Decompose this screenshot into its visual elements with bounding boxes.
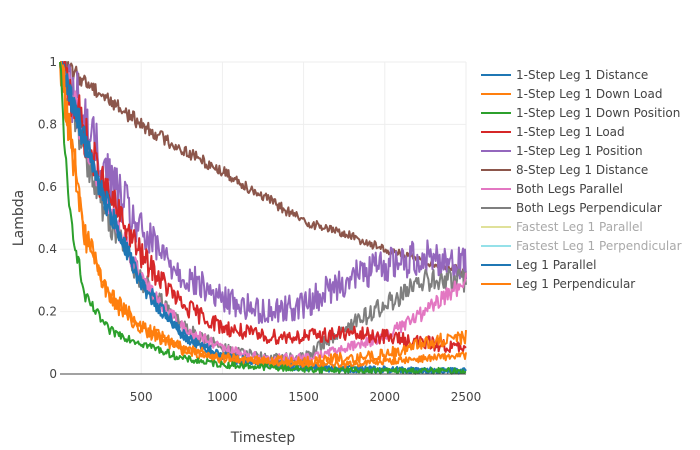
y-tick-label: 0 bbox=[49, 367, 57, 381]
legend-item[interactable]: 1-Step Leg 1 Down Load bbox=[481, 87, 662, 101]
legend-item[interactable]: Fastest Leg 1 Parallel bbox=[481, 220, 643, 234]
legend-item[interactable]: Both Legs Parallel bbox=[481, 182, 623, 196]
legend-label: Both Legs Perpendicular bbox=[516, 201, 662, 215]
x-axis-title: Timestep bbox=[230, 430, 296, 446]
series-line bbox=[59, 61, 467, 375]
legend-item[interactable]: 1-Step Leg 1 Load bbox=[481, 125, 625, 139]
y-tick-label: 0.6 bbox=[38, 180, 57, 194]
legend-item[interactable]: Both Legs Perpendicular bbox=[481, 201, 662, 215]
legend-item[interactable]: Leg 1 Perpendicular bbox=[481, 277, 635, 291]
legend-label: 1-Step Leg 1 Down Load bbox=[516, 87, 662, 101]
legend-item[interactable]: Fastest Leg 1 Perpendicular bbox=[481, 239, 682, 253]
x-tick-label: 2000 bbox=[370, 390, 401, 404]
series-line bbox=[59, 61, 467, 275]
axes: 500 1000 1500 2000 2500 0 0.2 0.4 0.6 0.8 1 bbox=[38, 55, 481, 404]
legend-item[interactable]: 1-Step Leg 1 Position bbox=[481, 144, 643, 158]
x-tick-label: 1500 bbox=[288, 390, 319, 404]
legend-label: Both Legs Parallel bbox=[516, 182, 623, 196]
legend[interactable]: 1-Step Leg 1 Distance 1-Step Leg 1 Down L… bbox=[481, 68, 682, 291]
x-tick-label: 1000 bbox=[207, 390, 238, 404]
legend-item[interactable]: 1-Step Leg 1 Down Position bbox=[481, 106, 680, 120]
series-line bbox=[60, 61, 467, 353]
legend-item[interactable]: Leg 1 Parallel bbox=[481, 258, 596, 272]
legend-label: 1-Step Leg 1 Load bbox=[516, 125, 625, 139]
series-line bbox=[59, 61, 467, 325]
legend-label: Leg 1 Perpendicular bbox=[516, 277, 635, 291]
legend-label: Fastest Leg 1 Perpendicular bbox=[516, 239, 682, 253]
y-tick-label: 0.4 bbox=[38, 242, 57, 256]
legend-label: Fastest Leg 1 Parallel bbox=[516, 220, 643, 234]
y-tick-label: 1 bbox=[49, 55, 57, 69]
y-tick-label: 0.8 bbox=[38, 117, 57, 131]
legend-label: 1-Step Leg 1 Distance bbox=[516, 68, 648, 82]
x-tick-label: 2500 bbox=[451, 390, 482, 404]
y-axis-title: Lambda bbox=[11, 190, 27, 246]
legend-item[interactable]: 8-Step Leg 1 Distance bbox=[481, 163, 648, 177]
legend-item[interactable]: 1-Step Leg 1 Distance bbox=[481, 68, 648, 82]
x-tick-label: 500 bbox=[130, 390, 153, 404]
legend-label: 1-Step Leg 1 Position bbox=[516, 144, 643, 158]
legend-label: 8-Step Leg 1 Distance bbox=[516, 163, 648, 177]
y-tick-label: 0.2 bbox=[38, 305, 57, 319]
plot-area bbox=[59, 61, 467, 375]
legend-label: Leg 1 Parallel bbox=[516, 258, 596, 272]
legend-label: 1-Step Leg 1 Down Position bbox=[516, 106, 680, 120]
